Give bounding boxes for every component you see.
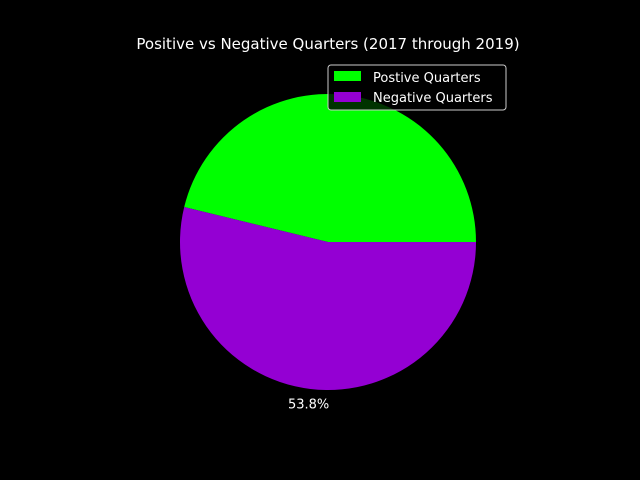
chart-title: Positive vs Negative Quarters (2017 thro… <box>136 35 519 53</box>
legend-swatch-negative-quarters <box>334 92 361 102</box>
legend-label-negative-quarters: Negative Quarters <box>373 91 493 106</box>
legend: Postive Quarters Negative Quarters <box>327 64 507 111</box>
slice-labels: 53.8% <box>288 398 329 413</box>
legend-label-positive-quarters: Postive Quarters <box>373 71 481 86</box>
pie-slice-negative-quarters <box>180 206 476 390</box>
pie-slices <box>180 93 477 390</box>
slice-label-negative-quarters: 53.8% <box>288 398 329 413</box>
legend-frame <box>327 64 507 111</box>
legend-swatch-positive-quarters <box>334 71 361 81</box>
pie-slice-postive-quarters <box>184 93 477 242</box>
